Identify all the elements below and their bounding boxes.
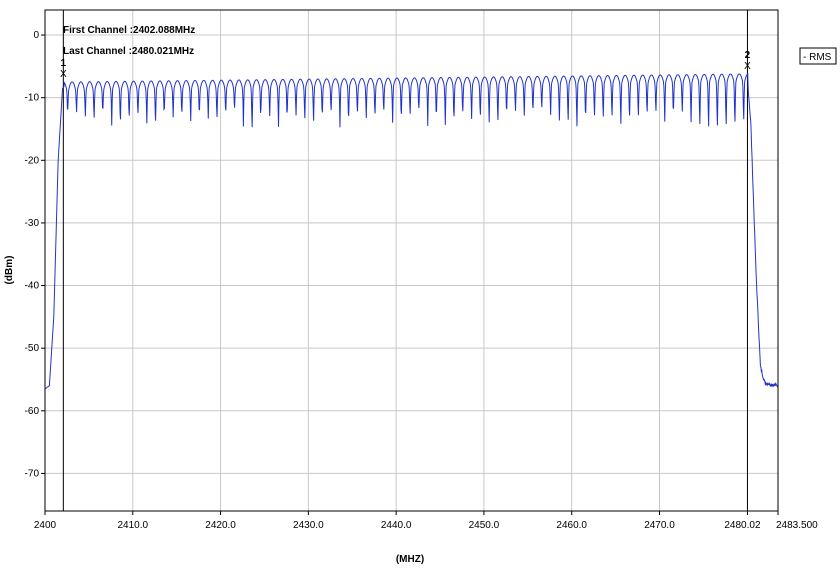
y-tick-label: -40 [25,281,40,292]
x-axis-title: (MHZ) [396,554,424,565]
marker-x-symbol: X [60,69,67,80]
y-axis-title: (dBm) [4,256,15,285]
x-tick-label: 2480.02 [724,520,761,531]
legend: - RMS [799,47,837,65]
marker-number: 1 [61,58,67,69]
x-tick-label: 2420.0 [205,520,236,531]
x-axis-ticks: 2400 2410.0 2420.0 2430.0 2440.0 2450.0 2460.0… [34,511,818,531]
marker-number: 2 [745,50,751,61]
x-tick-label: 2450.0 [469,520,500,531]
y-tick-label: -70 [25,468,40,479]
marker-x-symbol: X [744,61,751,72]
marker-lines [62,10,748,511]
y-tick-label: -20 [25,155,40,166]
x-tick-label: 2410.0 [117,520,148,531]
x-tick-label: 2470.0 [644,520,675,531]
y-tick-label: -60 [25,406,40,417]
x-tick-label: 2460.0 [556,520,587,531]
y-tick-label: 0 [33,30,39,41]
y-tick-label: -30 [25,218,40,229]
y-tick-label: -50 [25,343,40,354]
rms-trace-line [44,72,779,390]
x-tick-label: 2483.500 [776,520,818,531]
y-axis-ticks: 0 -10 -20 -30 -40 -50 -60 -70 [25,30,45,479]
first-channel-annotation: First Channel :2402.088MHz [63,25,195,36]
x-tick-label: 2430.0 [293,520,324,531]
x-tick-label: 2400 [34,520,57,531]
last-channel-annotation: Last Channel :2480.021MHz [63,46,194,57]
plot-frame [44,9,779,512]
legend-box [799,47,837,65]
grid-lines [45,10,778,511]
y-tick-label: -10 [25,93,40,104]
plot-background [45,10,778,511]
x-tick-label: 2440.0 [381,520,412,531]
legend-entry-rms: - RMS [803,52,832,63]
